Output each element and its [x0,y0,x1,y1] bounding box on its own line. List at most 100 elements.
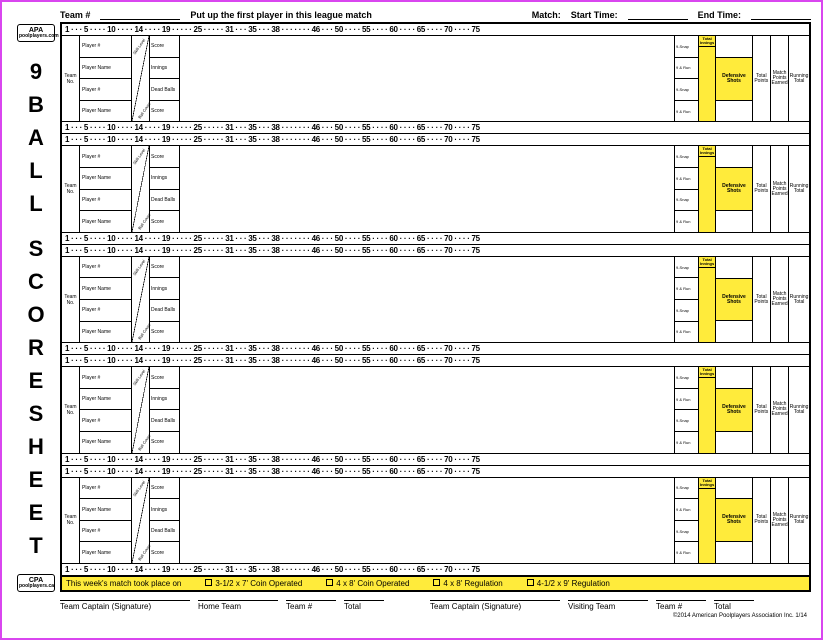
sig-captain-1[interactable]: Team Captain (Signature) [60,600,190,611]
stat-label: Innings [150,499,179,521]
snap-column: 9-Snap9 & Run9-Snap9 & Run [675,257,699,342]
player-row[interactable]: Player Name [80,278,131,300]
summary-columns: TotalInnings DefensiveShots TotalPoints … [699,478,809,563]
sig-total2[interactable]: Total [714,600,754,611]
player-row[interactable]: Player # [80,79,131,101]
skill-level[interactable]: Skill LevelBall Count [132,257,150,342]
total-points-col[interactable]: TotalPoints [753,146,771,231]
total-points-col[interactable]: TotalPoints [753,367,771,452]
skill-level[interactable]: Skill LevelBall Count [132,146,150,231]
total-innings-col[interactable]: TotalInnings [699,478,716,563]
running-total-col[interactable]: RunningTotal [789,146,809,231]
running-total-col[interactable]: RunningTotal [789,257,809,342]
total-points-col[interactable]: TotalPoints [753,257,771,342]
team-num-field[interactable] [100,10,180,20]
defensive-col[interactable]: DefensiveShots [716,478,752,563]
skill-level[interactable]: Skill LevelBall Count [132,36,150,121]
summary-columns: TotalInnings DefensiveShots TotalPoints … [699,257,809,342]
match-points-col[interactable]: MatchPointsEarned [771,367,789,452]
player-row[interactable]: Player Name [80,101,131,122]
snap-label: 9-Snap [675,190,698,212]
player-row[interactable]: Player Name [80,542,131,563]
copyright: ©2014 American Poolplayers Association I… [12,613,811,619]
snap-column: 9-Snap9 & Run9-Snap9 & Run [675,36,699,121]
start-time-field[interactable] [628,10,688,20]
player-row[interactable]: Player # [80,146,131,168]
player-row[interactable]: Player # [80,521,131,543]
player-row[interactable]: Player Name [80,432,131,453]
total-innings-col[interactable]: TotalInnings [699,367,716,452]
match-points-col[interactable]: MatchPointsEarned [771,36,789,121]
snap-label: 9-Snap [675,36,698,58]
sig-total1[interactable]: Total [344,600,384,611]
running-total-col[interactable]: RunningTotal [789,478,809,563]
sig-team1[interactable]: Team # [286,600,336,611]
player-row[interactable]: Player Name [80,211,131,232]
stat-labels: ScoreInningsDead BallsScore [150,36,180,121]
end-time-field[interactable] [751,10,811,20]
left-column: APA poolplayers.com 9BALL SCORESHEET CPA… [12,22,60,592]
stat-labels: ScoreInningsDead BallsScore [150,478,180,563]
table-size-option[interactable]: 4 x 8' Coin Operated [326,579,409,588]
total-innings-col[interactable]: TotalInnings [699,36,716,121]
stat-labels: ScoreInningsDead BallsScore [150,257,180,342]
player-row[interactable]: Player Name [80,499,131,521]
checkbox-icon[interactable] [326,579,333,586]
match-block: 1 · · · 5 · · · · 10 · · · · 14 · · · · … [62,245,809,355]
snap-label: 9 & Run [675,58,698,80]
sig-team2[interactable]: Team # [656,600,706,611]
sheet-area: 1 · · · 5 · · · · 10 · · · · 14 · · · · … [60,22,811,592]
score-ruler: 1 · · · 5 · · · · 10 · · · · 14 · · · · … [62,343,809,354]
player-row[interactable]: Player # [80,367,131,389]
defensive-col[interactable]: DefensiveShots [716,146,752,231]
total-innings-col[interactable]: TotalInnings [699,146,716,231]
score-ruler: 1 · · · 5 · · · · 10 · · · · 14 · · · · … [62,24,809,35]
score-area[interactable] [180,36,675,121]
logo-bottom-sub: poolplayers.ca [19,584,53,589]
match-points-col[interactable]: MatchPointsEarned [771,146,789,231]
table-size-option[interactable]: 4 x 8' Regulation [433,579,502,588]
player-row[interactable]: Player # [80,478,131,500]
main-area: APA poolplayers.com 9BALL SCORESHEET CPA… [12,22,811,592]
footer-table-size: This week's match took place on 3-1/2 x … [62,576,809,590]
total-innings-col[interactable]: TotalInnings [699,257,716,342]
start-time-label: Start Time: [571,10,618,20]
player-row[interactable]: Player # [80,190,131,212]
checkbox-icon[interactable] [527,579,534,586]
score-area[interactable] [180,478,675,563]
table-size-option[interactable]: 4-1/2 x 9' Regulation [527,579,610,588]
player-row[interactable]: Player # [80,300,131,322]
score-area[interactable] [180,257,675,342]
defensive-col[interactable]: DefensiveShots [716,367,752,452]
skill-level[interactable]: Skill LevelBall Count [132,478,150,563]
defensive-col[interactable]: DefensiveShots [716,257,752,342]
checkbox-icon[interactable] [205,579,212,586]
snap-column: 9-Snap9 & Run9-Snap9 & Run [675,367,699,452]
skill-level[interactable]: Skill LevelBall Count [132,367,150,452]
team-no-label: TeamNo. [62,367,80,452]
player-row[interactable]: Player Name [80,168,131,190]
score-area[interactable] [180,146,675,231]
stat-label: Dead Balls [150,521,179,543]
score-area[interactable] [180,367,675,452]
match-points-col[interactable]: MatchPointsEarned [771,478,789,563]
match-points-col[interactable]: MatchPointsEarned [771,257,789,342]
player-row[interactable]: Player Name [80,58,131,80]
player-row[interactable]: Player Name [80,389,131,411]
total-points-col[interactable]: TotalPoints [753,36,771,121]
player-row[interactable]: Player # [80,257,131,279]
player-row[interactable]: Player Name [80,322,131,343]
player-row[interactable]: Player # [80,410,131,432]
summary-columns: TotalInnings DefensiveShots TotalPoints … [699,367,809,452]
checkbox-icon[interactable] [433,579,440,586]
player-names: Player #Player NamePlayer #Player Name [80,367,131,452]
player-row[interactable]: Player # [80,36,131,58]
defensive-col[interactable]: DefensiveShots [716,36,752,121]
team-num-label: Team # [60,10,90,20]
sig-captain-2[interactable]: Team Captain (Signature) [430,600,560,611]
running-total-col[interactable]: RunningTotal [789,367,809,452]
total-points-col[interactable]: TotalPoints [753,478,771,563]
running-total-col[interactable]: RunningTotal [789,36,809,121]
table-size-option[interactable]: 3-1/2 x 7' Coin Operated [205,579,302,588]
snap-label: 9-Snap [675,257,698,279]
